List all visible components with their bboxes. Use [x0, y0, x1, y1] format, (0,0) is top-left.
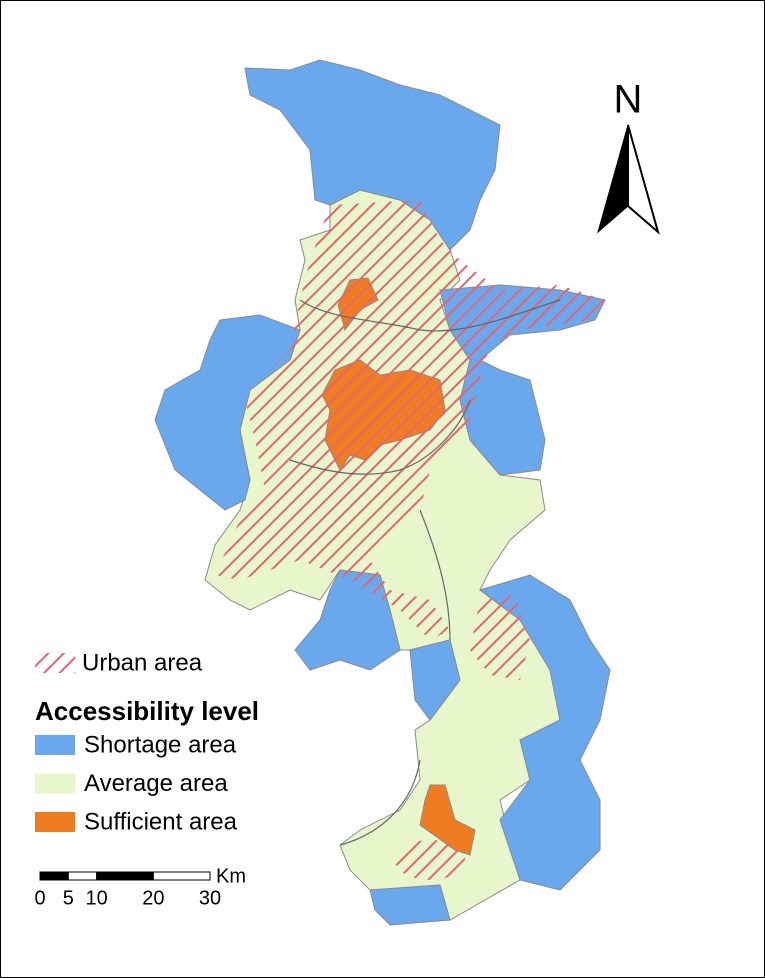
scale-segment	[96, 871, 154, 881]
legend-title: Accessibility level	[35, 696, 259, 726]
legend-swatch	[35, 812, 75, 832]
north-arrow-right	[627, 124, 660, 235]
sufficient-region	[419, 784, 476, 856]
scale-bar: Km 0 5 10 20 30	[34, 865, 246, 909]
legend-swatch	[35, 773, 75, 794]
map-regions	[154, 59, 611, 926]
shortage-region	[478, 574, 611, 891]
scale-tick-label: 5	[63, 887, 74, 909]
urban-area	[470, 595, 530, 680]
shortage-region	[244, 59, 501, 251]
legend-label: Shortage area	[84, 731, 237, 758]
urban-area	[215, 200, 605, 640]
legend-swatch	[35, 653, 75, 673]
scale-segment	[67, 871, 98, 881]
urban-area	[395, 840, 465, 880]
boundary-line	[289, 299, 561, 846]
north-arrow: N	[597, 78, 660, 235]
legend-label: Sufficient area	[84, 808, 238, 835]
scale-tick-label: 10	[86, 887, 108, 909]
shortage-region	[409, 639, 461, 721]
scale-tick-label: 30	[199, 887, 221, 909]
scale-tick-label: 20	[142, 887, 164, 909]
scale-tick-label: 0	[34, 887, 45, 909]
legend-label: Urban area	[82, 649, 203, 676]
scale-segment	[152, 871, 211, 881]
legend-swatch	[35, 735, 75, 755]
legend-label: Average area	[84, 770, 228, 797]
shortage-region	[369, 884, 451, 926]
scale-segment	[39, 871, 69, 881]
scale-unit: Km	[216, 865, 246, 887]
legend: Urban area Accessibility level Shortage …	[35, 649, 259, 835]
north-label: N	[614, 78, 643, 122]
